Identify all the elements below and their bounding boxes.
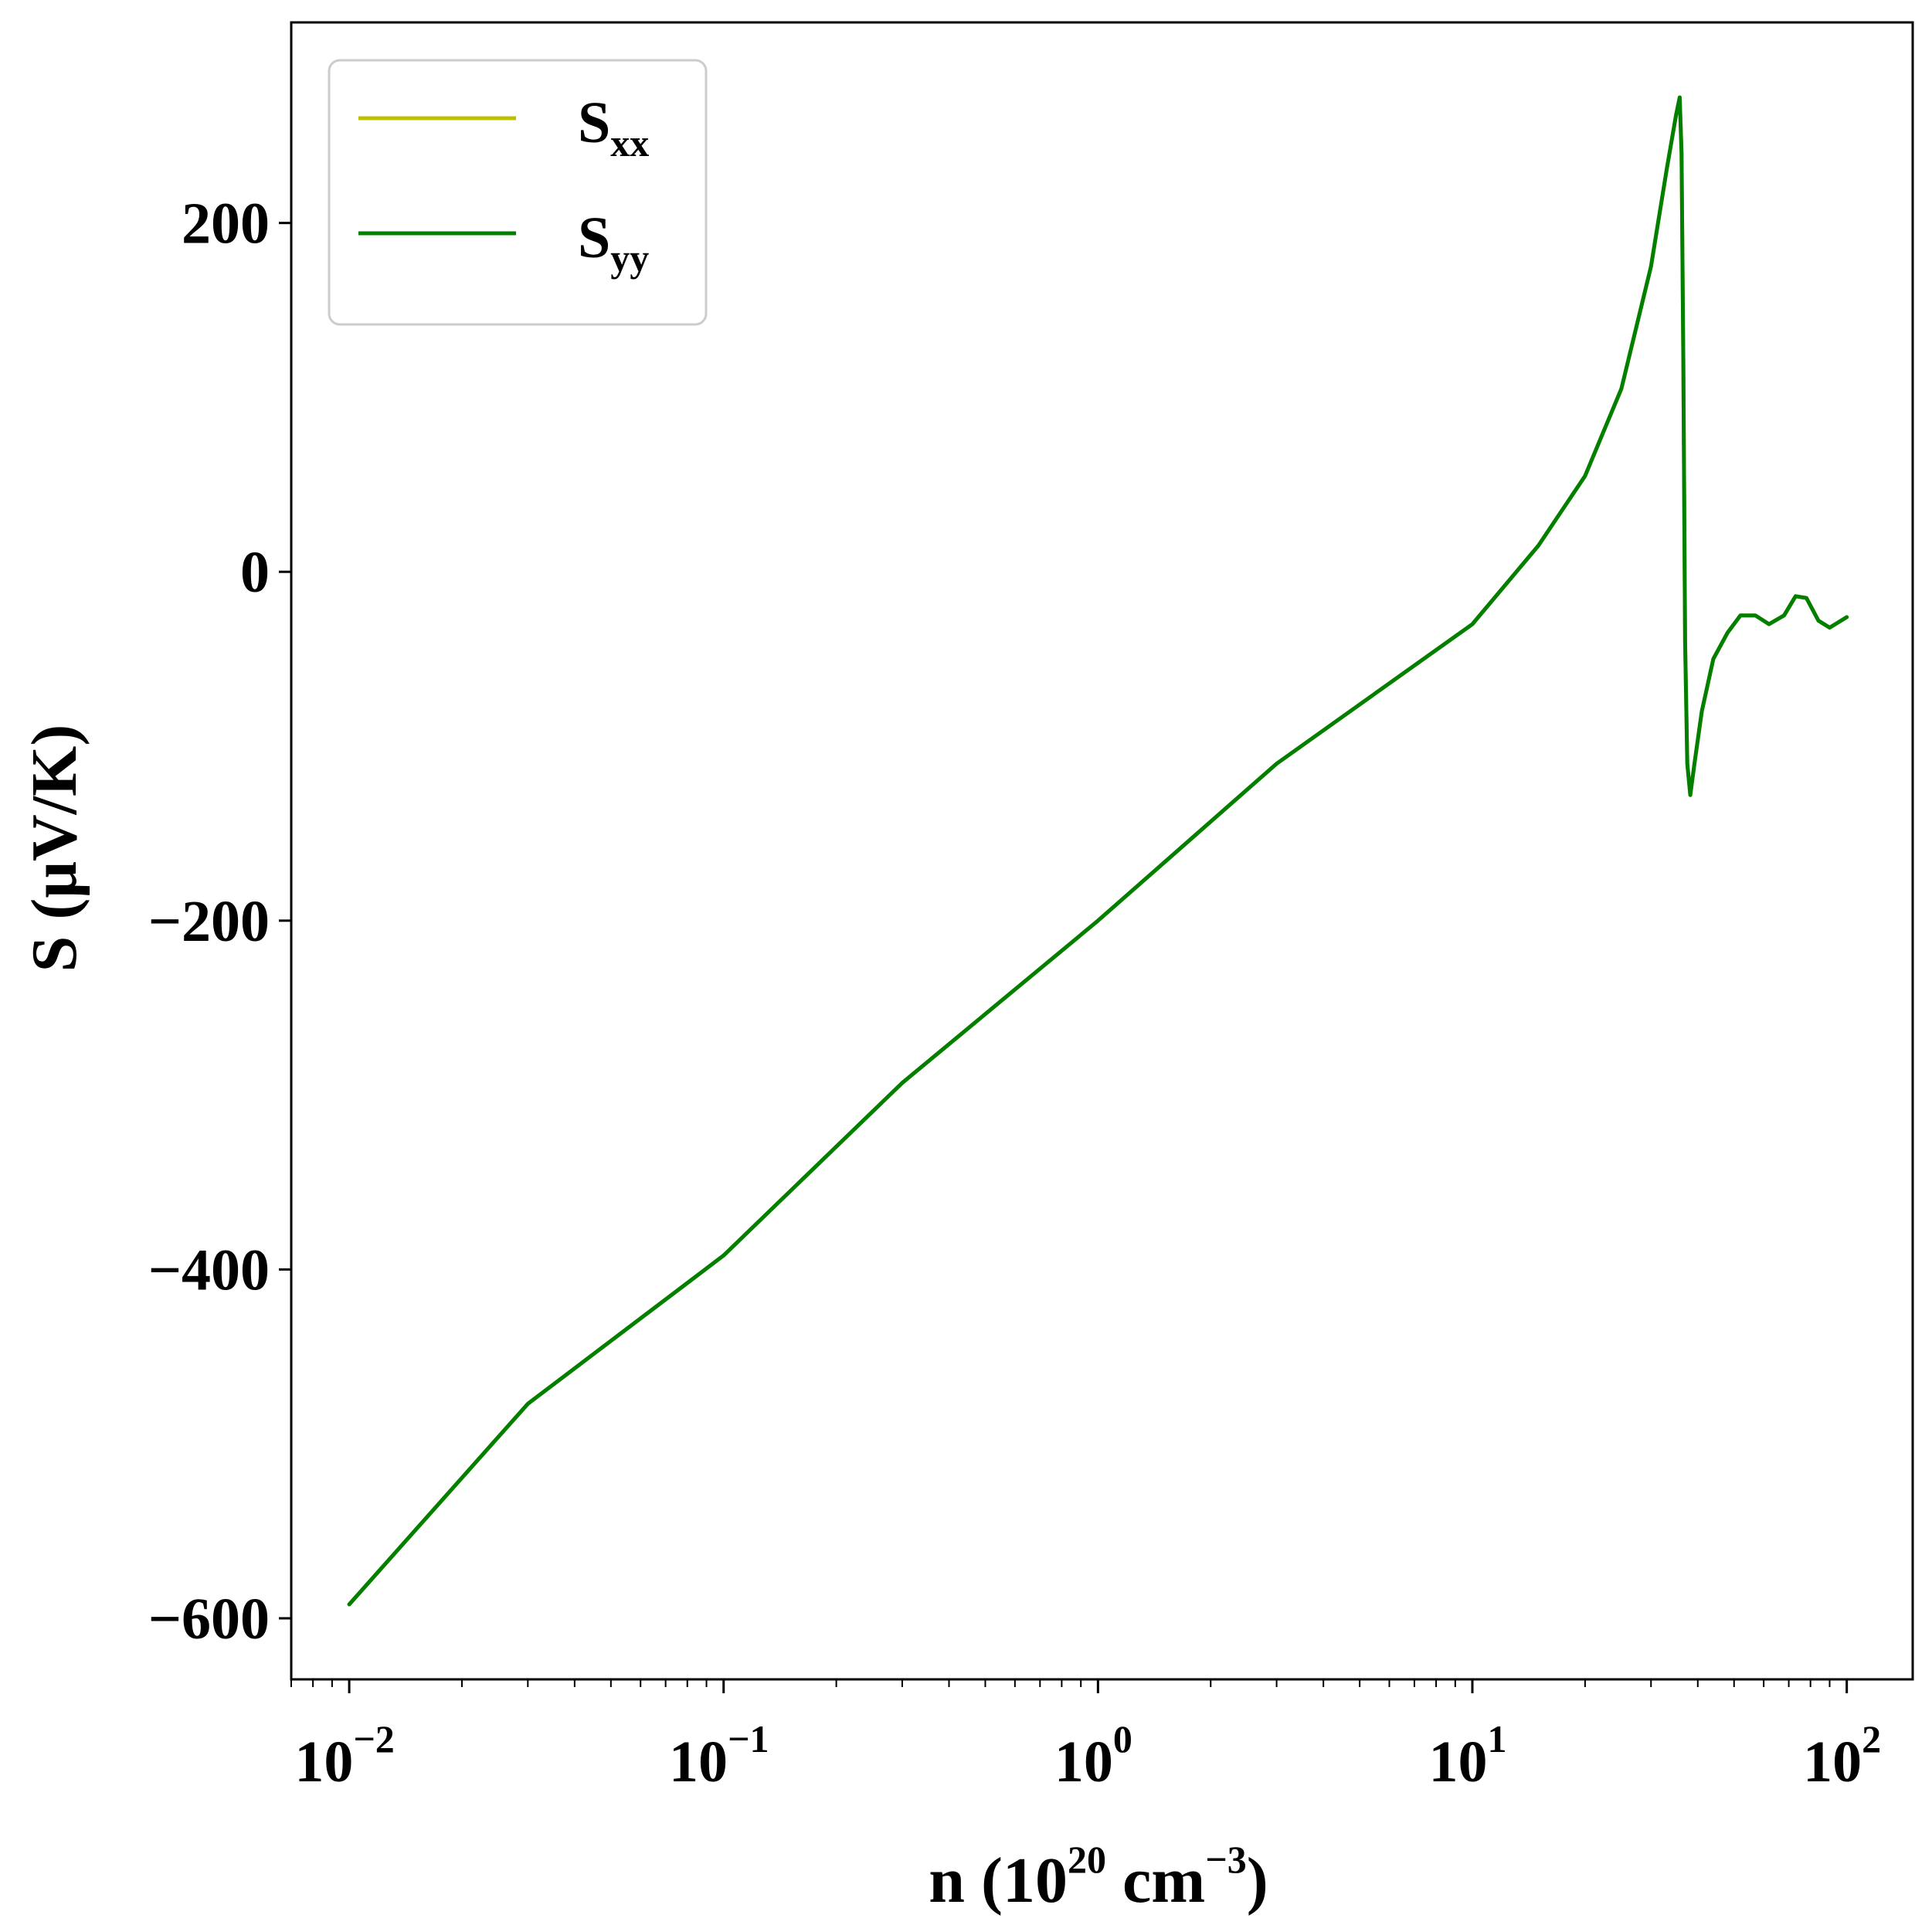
y-tick-label: 0: [240, 540, 270, 605]
x-axis-title: n (1020 cm−3): [929, 1838, 1268, 1917]
y-axis-title: S (μV/K): [19, 725, 90, 973]
x-tick-label: 101: [1429, 1717, 1507, 1794]
legend-label-syy: Syy: [578, 205, 649, 280]
y-tick-label: −600: [148, 1587, 270, 1652]
x-tick-label: 100: [1054, 1717, 1132, 1794]
y-tick-label: −400: [148, 1238, 270, 1302]
series-line-syy: [347, 95, 1849, 1607]
y-tick-label: −200: [148, 889, 270, 954]
legend: Sxx Syy: [328, 59, 708, 326]
plot-frame: [290, 21, 1914, 1681]
tick-layer: 200 0 −200 −400 −600 10−2 10−1 100 101 102: [148, 192, 1881, 1794]
y-tick-label: 200: [182, 192, 270, 256]
legend-box: [328, 59, 708, 326]
x-tick-label: 102: [1803, 1717, 1881, 1794]
series-layer: [347, 95, 1849, 1607]
x-tick-label: 10−2: [294, 1717, 394, 1794]
x-tick-label: 10−1: [669, 1717, 769, 1794]
legend-label-sxx: Sxx: [578, 90, 649, 165]
